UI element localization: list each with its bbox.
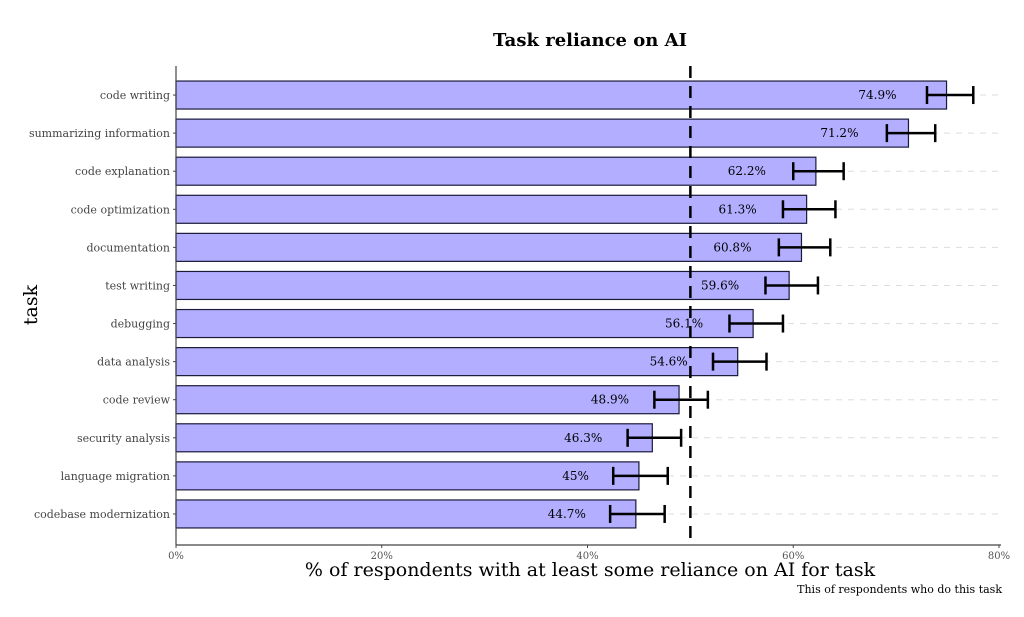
- data-label: 48.9%: [591, 393, 629, 407]
- bar: [175, 156, 817, 186]
- bar: [175, 232, 803, 262]
- bar: [175, 194, 808, 224]
- x-tick-label: 60%: [782, 551, 804, 562]
- data-label: 74.9%: [858, 88, 896, 102]
- data-label: 60.8%: [713, 240, 751, 254]
- bar: [175, 80, 948, 110]
- category-label: code review: [103, 394, 171, 407]
- bar: [175, 499, 637, 529]
- bar: [175, 118, 910, 148]
- category-label: test writing: [105, 279, 170, 292]
- bar: [175, 385, 680, 415]
- data-label: 45%: [562, 469, 589, 483]
- x-tick-label: 80%: [988, 551, 1010, 562]
- caption: This of respondents who do this task: [797, 583, 1002, 596]
- data-label: 71.2%: [820, 126, 858, 140]
- category-label: summarizing information: [29, 127, 170, 140]
- chart-title: Task reliance on AI: [493, 30, 687, 51]
- category-label: debugging: [111, 318, 170, 331]
- data-label: 54.6%: [650, 355, 688, 369]
- bar: [175, 461, 640, 491]
- x-axis-label: % of respondents with at least some reli…: [305, 559, 876, 581]
- data-label: 59.6%: [701, 278, 739, 292]
- category-label: codebase modernization: [34, 508, 170, 521]
- data-label: 61.3%: [718, 202, 756, 216]
- bar: [175, 308, 754, 339]
- category-label: code explanation: [75, 165, 170, 178]
- data-label: 62.2%: [728, 164, 766, 178]
- category-label: data analysis: [97, 356, 170, 369]
- category-label: language migration: [61, 470, 170, 483]
- data-label: 56.1%: [665, 317, 703, 331]
- data-label: 46.3%: [564, 431, 602, 445]
- bar: [175, 347, 739, 377]
- x-tick-label: 40%: [576, 551, 598, 562]
- category-label: documentation: [86, 241, 170, 254]
- category-label: code writing: [100, 89, 170, 102]
- category-label: security analysis: [77, 432, 170, 445]
- x-tick-label: 20%: [371, 551, 393, 562]
- bar: [175, 270, 790, 301]
- bar: [175, 423, 653, 453]
- y-axis-label: task: [20, 284, 42, 325]
- x-tick-label: 0%: [168, 551, 184, 562]
- data-label: 44.7%: [548, 507, 586, 521]
- category-label: code optimization: [71, 203, 170, 216]
